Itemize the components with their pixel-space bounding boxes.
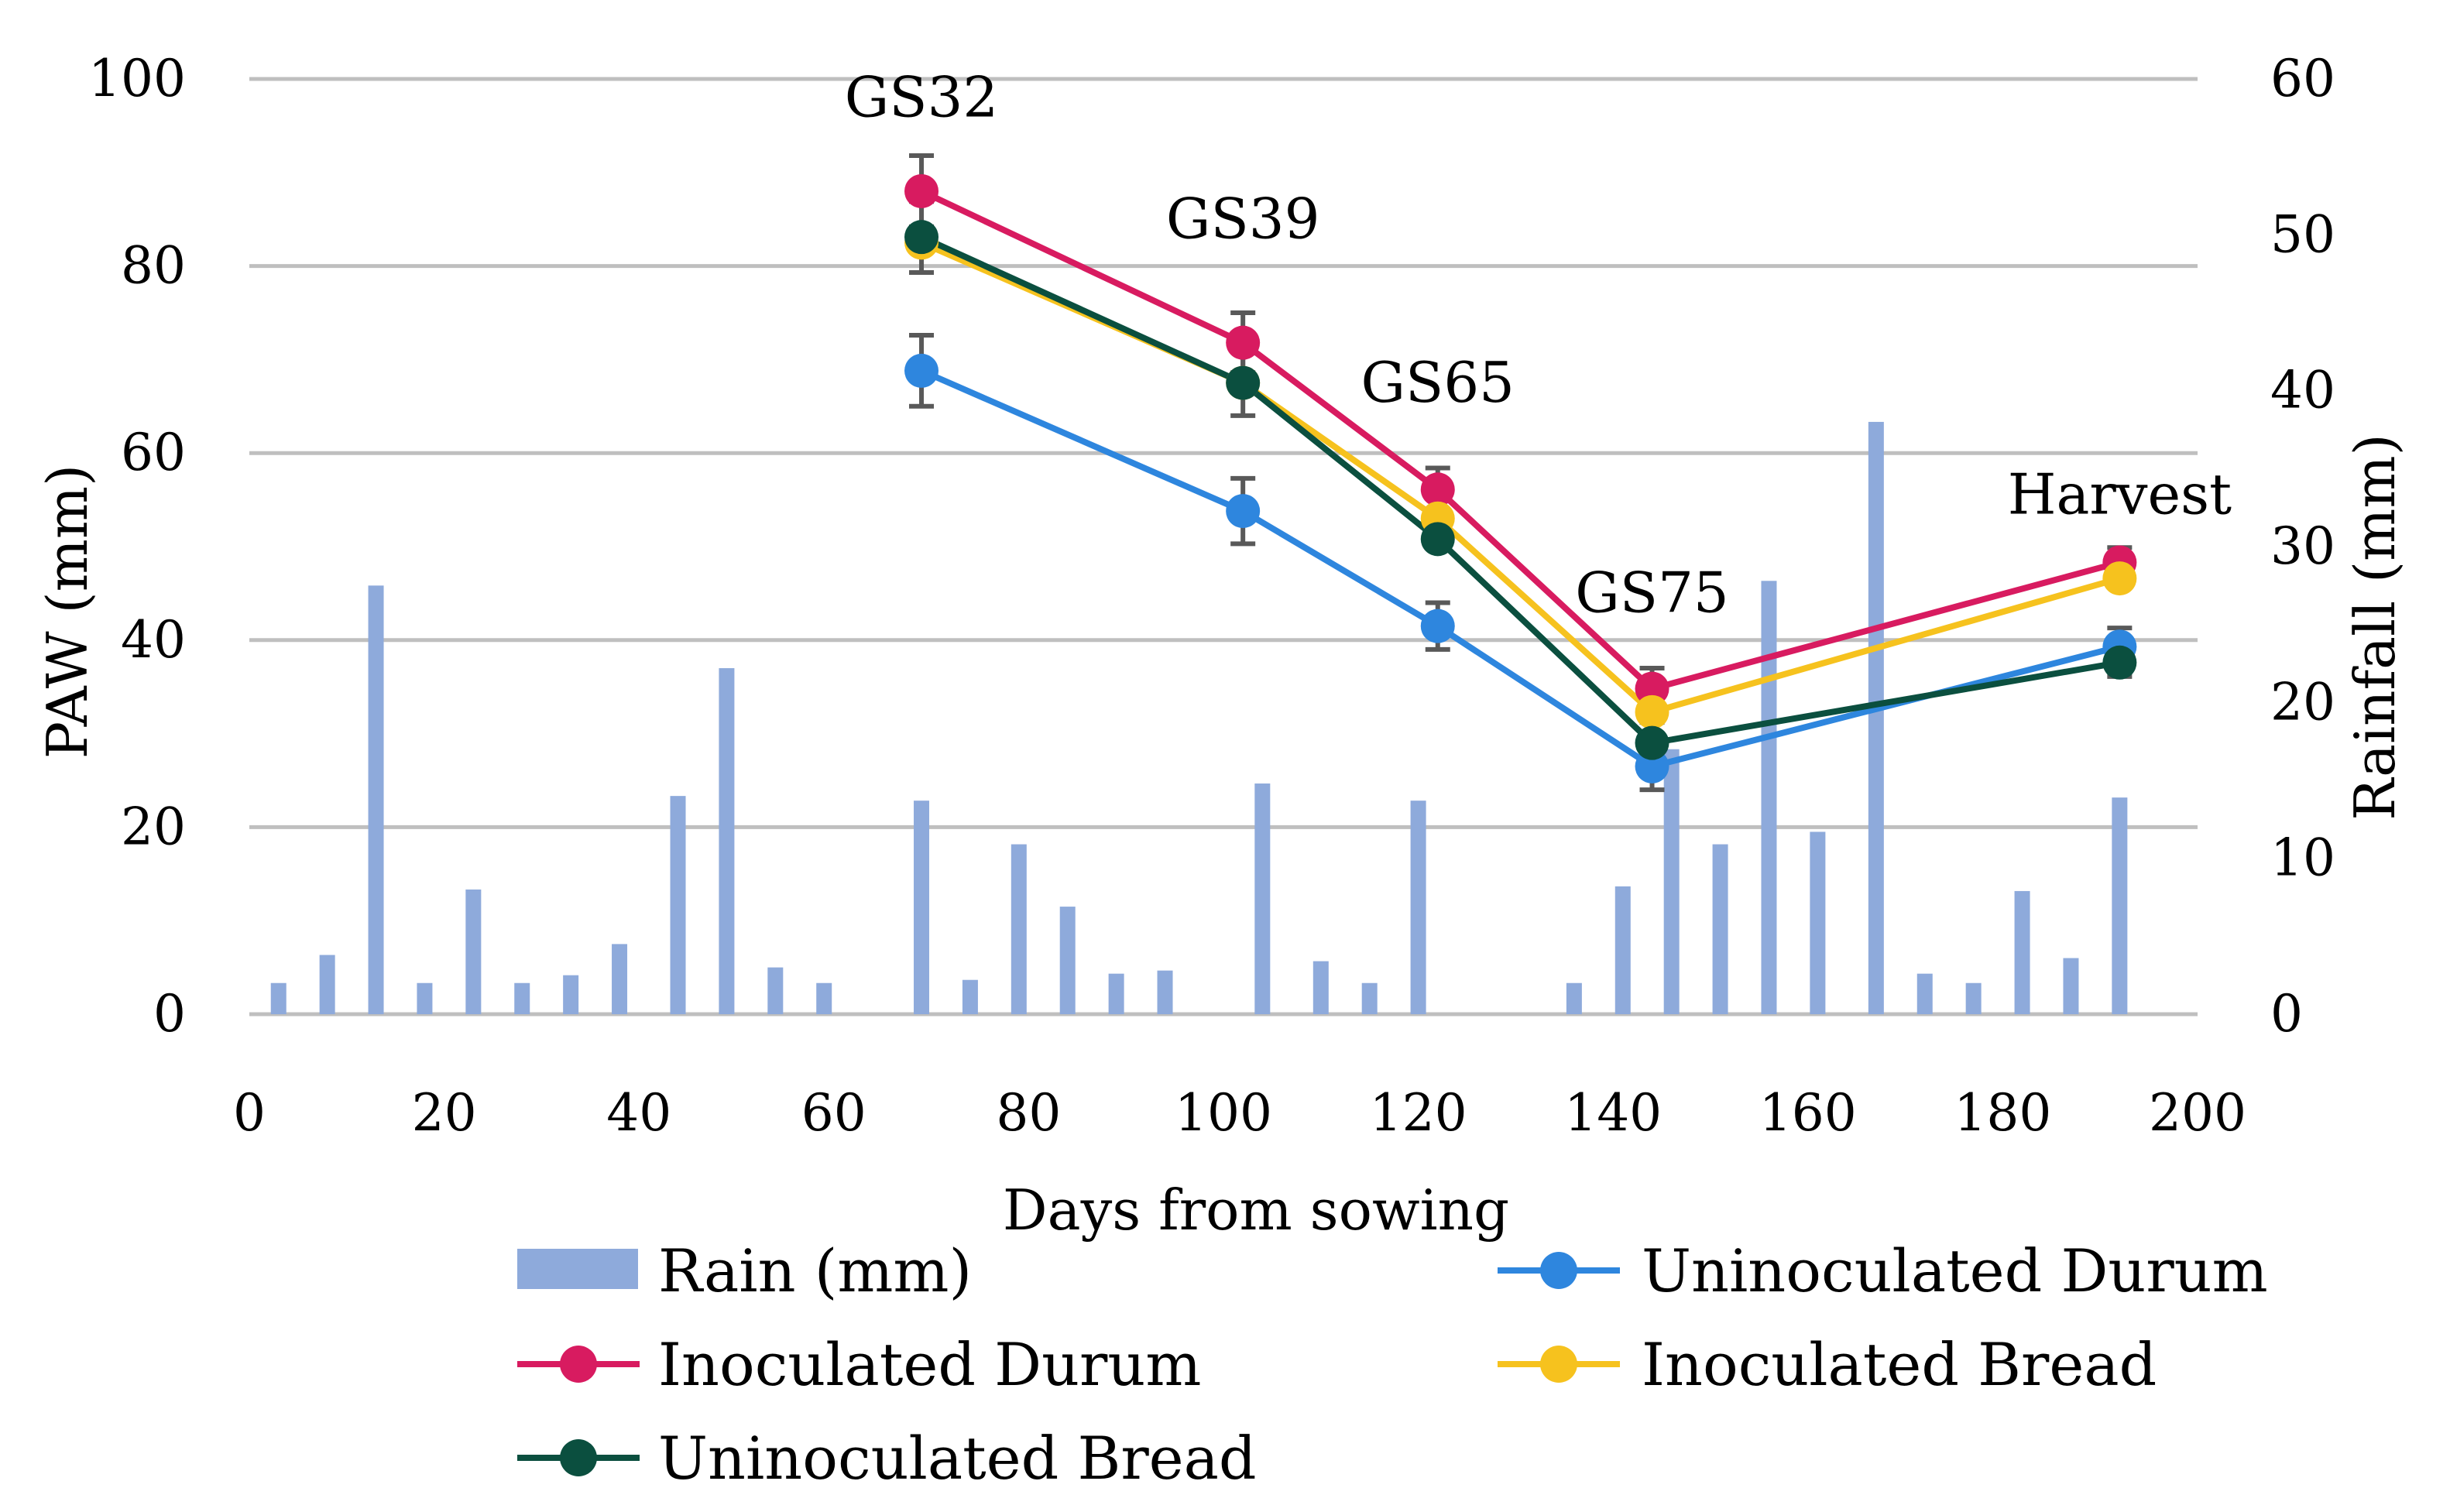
rain-bar: [719, 668, 735, 1014]
series-point-3: [1226, 365, 1261, 400]
series-point-0: [1226, 494, 1261, 529]
rain-bar: [1157, 970, 1173, 1014]
rain-bar: [1916, 973, 1933, 1014]
y2-tick-label: 20: [2270, 672, 2335, 732]
rain-bar: [1566, 982, 1582, 1014]
y2-tick-label: 30: [2270, 516, 2335, 576]
series-point-1: [1635, 671, 1669, 706]
stage-annotation: Harvest: [2008, 462, 2232, 527]
legend-uninoculated-durum-label: Uninoculated Durum: [1642, 1236, 2268, 1305]
legend-uninoculated-bread-marker: [560, 1439, 597, 1476]
legend-inoculated-bread-marker: [1540, 1346, 1577, 1383]
series-point-1: [904, 173, 939, 208]
y-tick-label: 20: [121, 797, 186, 856]
rain-bar: [767, 967, 784, 1014]
series-point-3: [2102, 645, 2137, 680]
x-tick-label: 80: [996, 1083, 1061, 1143]
rain-bar: [1254, 783, 1271, 1014]
y-tick-label: 100: [88, 49, 186, 108]
y2-tick-label: 0: [2270, 984, 2303, 1044]
series-point-0: [1635, 749, 1669, 783]
rain-bar: [319, 955, 335, 1014]
series-point-1: [1420, 472, 1455, 507]
rain-bar: [465, 889, 482, 1014]
rain-bar: [270, 982, 287, 1014]
legend-rain-swatch: [517, 1249, 638, 1289]
rain-bar: [1059, 907, 1076, 1014]
x-tick-label: 40: [606, 1083, 671, 1143]
series-line-3: [920, 234, 2121, 746]
rain-bar: [1312, 961, 1329, 1014]
y-tick-label: 0: [153, 984, 186, 1044]
x-tick-label: 0: [233, 1083, 266, 1143]
series-point-0: [904, 353, 939, 388]
x-tick-label: 180: [1954, 1083, 2051, 1143]
rain-bar: [1108, 973, 1124, 1014]
rain-bar: [368, 585, 384, 1014]
rain-bar: [1410, 801, 1426, 1014]
y2-axis-title: Rainfall (mm): [2342, 434, 2407, 820]
rain-bar: [1761, 581, 1777, 1014]
rain-bar: [2063, 958, 2079, 1014]
x-axis-title: Days from sowing: [1003, 1178, 1509, 1243]
stage-annotation: GS65: [1361, 350, 1515, 415]
rain-bar: [1965, 982, 1982, 1014]
rain-bar: [514, 982, 530, 1014]
rain-bar: [1614, 886, 1631, 1014]
series-point-3: [1635, 725, 1669, 760]
series-point-1: [1226, 325, 1261, 360]
y2-tick-label: 40: [2270, 361, 2335, 420]
y-tick-label: 40: [121, 610, 186, 670]
rain-bar: [417, 982, 433, 1014]
rain-bar: [1712, 844, 1728, 1014]
series-point-2: [1635, 694, 1669, 729]
x-tick-label: 160: [1759, 1083, 1857, 1143]
legend-inoculated-durum-marker: [560, 1346, 597, 1383]
rain-bar: [563, 975, 579, 1014]
rain-bar: [2112, 797, 2128, 1014]
series-point-3: [1420, 522, 1455, 557]
stage-annotation: GS75: [1575, 561, 1728, 626]
y2-tick-label: 60: [2270, 49, 2335, 108]
legend-uninoculated-durum-marker: [1540, 1252, 1577, 1289]
rain-bar: [914, 801, 930, 1014]
rain-bar: [1011, 844, 1027, 1014]
y-axis-title: PAW (mm): [35, 465, 100, 759]
rain-bar: [1663, 749, 1680, 1014]
rain-bar: [2014, 890, 2030, 1014]
y-tick-label: 60: [121, 423, 186, 482]
rain-bar: [962, 979, 978, 1014]
x-tick-label: 200: [2149, 1083, 2246, 1143]
rain-bar: [612, 944, 628, 1014]
series-point-0: [1420, 609, 1455, 643]
series-point-3: [904, 220, 939, 255]
x-tick-label: 140: [1564, 1083, 1662, 1143]
legend: Rain (mm) Uninoculated Durum Inoculated …: [517, 1236, 2268, 1493]
rain-bar: [670, 796, 686, 1014]
y-tick-label: 80: [121, 236, 186, 296]
legend-uninoculated-bread-label: Uninoculated Bread: [658, 1424, 1257, 1493]
stage-annotation: GS32: [845, 64, 998, 129]
x-tick-label: 120: [1370, 1083, 1467, 1143]
rain-bar: [1810, 831, 1826, 1014]
rain-bar: [1361, 982, 1378, 1014]
legend-rain-label: Rain (mm): [658, 1236, 972, 1305]
x-tick-label: 100: [1175, 1083, 1272, 1143]
x-tick-label: 60: [801, 1083, 866, 1143]
x-tick-label: 20: [412, 1083, 477, 1143]
legend-inoculated-durum-label: Inoculated Durum: [658, 1330, 1201, 1399]
legend-inoculated-bread-label: Inoculated Bread: [1642, 1330, 2157, 1399]
rain-bar: [816, 982, 832, 1014]
stage-annotation: GS39: [1166, 186, 1319, 251]
series-point-2: [2102, 561, 2137, 596]
rain-bar: [1868, 421, 1884, 1014]
y2-tick-label: 50: [2270, 204, 2335, 264]
y2-tick-label: 10: [2270, 828, 2335, 888]
